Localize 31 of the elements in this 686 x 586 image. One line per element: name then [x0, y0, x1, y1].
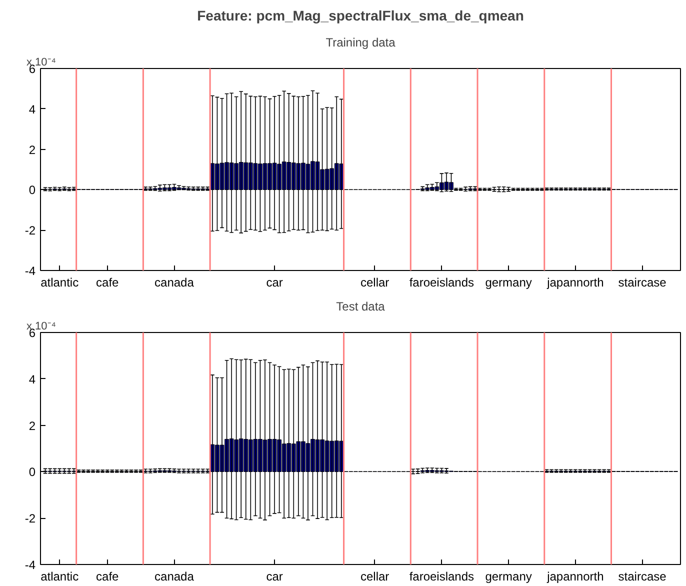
chart-title: Feature: pcm_Mag_spectralFlux_sma_de_qmean: [197, 8, 524, 24]
y-tick-label: 2: [28, 142, 36, 157]
x-tick-label: atlantic: [40, 570, 79, 584]
x-tick-label: car: [266, 570, 283, 584]
y-tick-label: 4: [28, 102, 36, 116]
x-tick-label: faroeislands: [409, 570, 474, 584]
x-tick-label: canada: [154, 570, 194, 584]
chart-subtitle: Training data: [326, 36, 396, 50]
x-tick-label: car: [266, 276, 283, 290]
x-tick-label: faroeislands: [409, 276, 474, 290]
y-tick-label: 2: [28, 418, 36, 433]
x-tick-label: cafe: [96, 570, 120, 584]
x-tick-label: staircase: [618, 570, 667, 584]
x-tick-label: cafe: [96, 276, 120, 290]
x-tick-label: cellar: [360, 570, 390, 584]
y-tick-label: -4: [24, 264, 36, 278]
x-tick-label: staircase: [618, 276, 667, 290]
chart-title: Test data: [336, 300, 386, 314]
x-tick-label: canada: [154, 276, 194, 290]
x-tick-label: germany: [485, 570, 532, 584]
y-tick-label: 0: [28, 465, 36, 480]
x-tick-label: cellar: [360, 276, 390, 290]
y-tick-label: -2: [24, 512, 36, 526]
y-tick-label: -4: [24, 558, 36, 572]
y-tick-label: -2: [24, 224, 36, 238]
x-tick-label: japannorth: [546, 570, 604, 584]
y-tick-label: 4: [28, 372, 36, 386]
y-tick-label: 0: [28, 183, 36, 198]
x-tick-label: japannorth: [546, 276, 604, 290]
x-tick-label: atlantic: [40, 276, 79, 290]
x-tick-label: germany: [485, 276, 532, 290]
